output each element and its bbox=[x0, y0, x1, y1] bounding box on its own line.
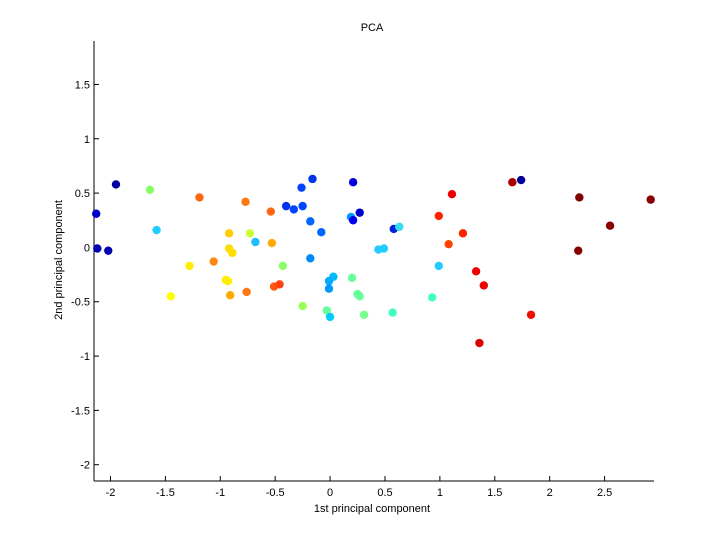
scatter-point bbox=[526, 310, 536, 319]
scatter-point bbox=[145, 185, 155, 195]
x-tick-label: 0 bbox=[327, 487, 333, 499]
scatter-point bbox=[308, 174, 317, 184]
scatter-point bbox=[388, 308, 397, 317]
y-tick-label: 1 bbox=[84, 134, 90, 146]
y-tick-label: -2 bbox=[80, 460, 90, 472]
x-tick-label: -1.5 bbox=[156, 487, 175, 499]
x-tick-label: 0.5 bbox=[377, 487, 392, 499]
x-tick-label: 2.5 bbox=[597, 487, 612, 499]
x-tick-label: -2 bbox=[106, 487, 116, 499]
scatter-point bbox=[447, 189, 457, 199]
x-tick-label: -1 bbox=[215, 487, 225, 499]
scatter-points bbox=[91, 174, 655, 348]
scatter-point bbox=[278, 261, 288, 271]
y-tick-label: -0.5 bbox=[71, 297, 90, 309]
x-tick-label: 1 bbox=[437, 487, 443, 499]
y-tick-label: -1 bbox=[80, 351, 90, 363]
scatter-point bbox=[475, 338, 484, 348]
scatter-point bbox=[605, 221, 615, 230]
scatter-point bbox=[224, 229, 234, 238]
scatter-point bbox=[458, 229, 468, 238]
scatter-point bbox=[242, 287, 251, 297]
y-tick-label: 0 bbox=[84, 242, 90, 254]
scatter-point bbox=[508, 178, 517, 187]
scatter-point bbox=[275, 280, 284, 289]
scatter-point bbox=[306, 217, 315, 226]
scatter-point bbox=[347, 273, 357, 283]
scatter-point bbox=[479, 281, 489, 290]
scatter-point bbox=[427, 293, 437, 302]
scatter-point bbox=[434, 211, 443, 221]
x-tick-label: 2 bbox=[547, 487, 553, 499]
scatter-point bbox=[266, 207, 275, 216]
scatter-point bbox=[355, 292, 364, 301]
scatter-point bbox=[152, 225, 161, 235]
scatter-point bbox=[317, 228, 326, 237]
chart-title: PCA bbox=[361, 22, 384, 34]
scatter-point bbox=[359, 310, 369, 319]
scatter-point bbox=[251, 237, 260, 247]
scatter-point bbox=[471, 267, 481, 276]
scatter-point bbox=[306, 254, 315, 263]
x-axis-ticks: -2 -1.5 -1 -0.5 0 0.5 1 1.5 2 2.5 bbox=[106, 476, 612, 499]
scatter-point bbox=[348, 178, 358, 187]
scatter-point bbox=[195, 193, 204, 202]
y-tick-label: 1.5 bbox=[75, 79, 90, 91]
scatter-point bbox=[228, 248, 237, 258]
scatter-point bbox=[516, 175, 526, 185]
scatter-point bbox=[395, 222, 404, 231]
scatter-point bbox=[646, 195, 655, 204]
scatter-point bbox=[444, 239, 453, 249]
scatter-point bbox=[93, 244, 102, 253]
scatter-point bbox=[209, 257, 218, 266]
scatter-point bbox=[329, 272, 338, 281]
scatter-point bbox=[289, 205, 299, 214]
scatter-point bbox=[324, 284, 334, 293]
scatter-point bbox=[434, 261, 443, 271]
scatter-point bbox=[355, 208, 364, 217]
scatter-point bbox=[104, 246, 113, 255]
scatter-point bbox=[348, 216, 358, 225]
scatter-point bbox=[379, 244, 389, 253]
scatter-point bbox=[245, 229, 255, 238]
x-axis-label: 1st principal component bbox=[314, 503, 430, 515]
y-tick-label: -1.5 bbox=[71, 405, 90, 417]
scatter-point bbox=[166, 292, 176, 301]
scatter-point bbox=[574, 246, 583, 255]
scatter-point bbox=[241, 197, 250, 206]
scatter-point bbox=[322, 306, 331, 315]
scatter-point bbox=[91, 209, 101, 218]
y-axis-ticks: -2 -1.5 -1 -0.5 0 0.5 1 1.5 bbox=[71, 79, 99, 472]
scatter-point bbox=[298, 201, 307, 211]
x-tick-label: 1.5 bbox=[487, 487, 502, 499]
scatter-point bbox=[185, 261, 194, 271]
x-tick-label: -0.5 bbox=[266, 487, 285, 499]
scatter-point bbox=[298, 301, 307, 311]
y-axis-label: 2nd principal component bbox=[53, 200, 65, 320]
scatter-point bbox=[575, 193, 584, 202]
scatter-point bbox=[111, 180, 121, 189]
scatter-point bbox=[223, 276, 233, 286]
scatter-point bbox=[225, 291, 235, 300]
scatter-point bbox=[281, 201, 291, 211]
scatter-point bbox=[267, 238, 277, 248]
scatter-point bbox=[297, 183, 306, 192]
y-tick-label: 0.5 bbox=[75, 188, 90, 200]
scatter-point bbox=[325, 312, 335, 322]
